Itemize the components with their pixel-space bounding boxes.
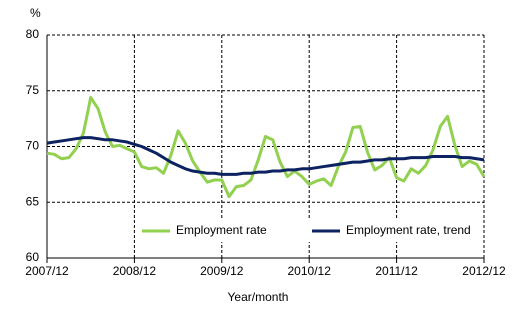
y-tick-label: 70 bbox=[26, 139, 40, 153]
x-tick-label: 2007/12 bbox=[25, 264, 69, 278]
line-series bbox=[46, 95, 486, 199]
y-tick-label: 80 bbox=[26, 27, 40, 41]
x-tick-label: 2008/12 bbox=[113, 264, 157, 278]
legend-label: Employment rate bbox=[176, 223, 267, 237]
line-series bbox=[46, 136, 485, 176]
x-tick-label: 2011/12 bbox=[375, 264, 418, 278]
x-tick-label: 2009/12 bbox=[200, 264, 244, 278]
x-axis-label: Year/month bbox=[228, 290, 289, 304]
y-tick-label: 60 bbox=[26, 250, 40, 264]
y-axis-label: % bbox=[30, 6, 41, 20]
y-tick-label: 75 bbox=[26, 83, 40, 97]
legend-label: Employment rate, trend bbox=[346, 223, 471, 237]
x-tick-label: 2012/12 bbox=[462, 264, 506, 278]
y-tick-label: 65 bbox=[26, 194, 40, 208]
legend-box bbox=[135, 220, 470, 242]
x-tick-label: 2010/12 bbox=[288, 264, 332, 278]
